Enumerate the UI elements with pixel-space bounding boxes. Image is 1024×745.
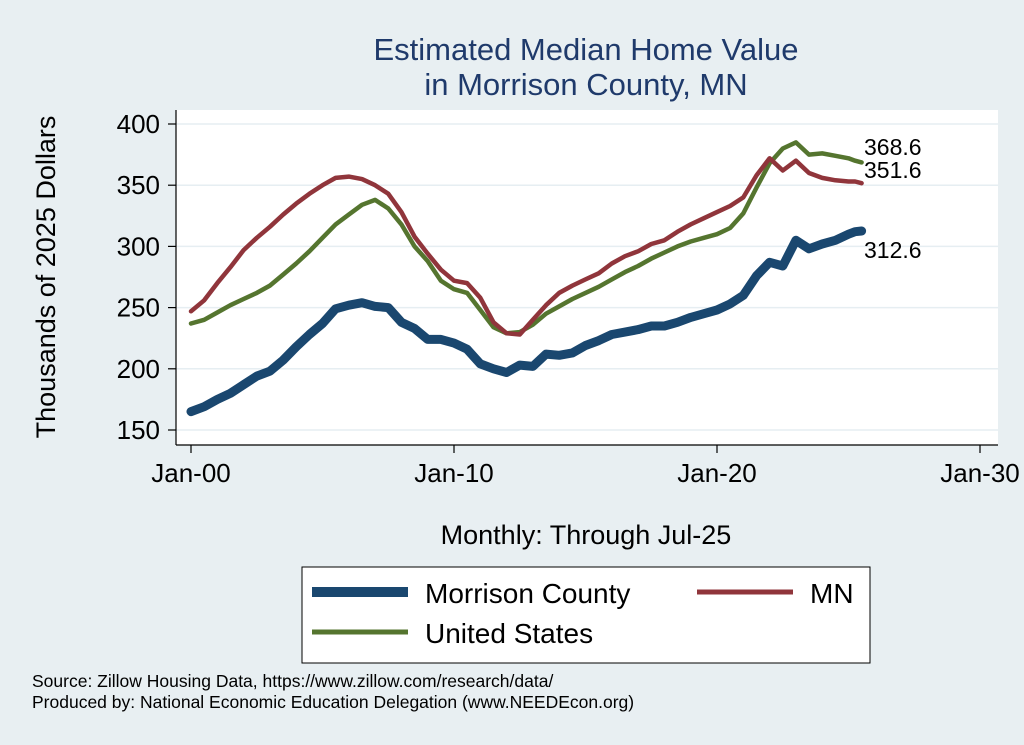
x-tick-label: Jan-30 (940, 458, 1020, 488)
x-axis-title: Monthly: Through Jul-25 (441, 520, 732, 550)
y-tick-label: 350 (117, 170, 160, 200)
series-line-morrison-county (186, 226, 867, 417)
y-axis-ticks: 150 200 250 300 350 400 (117, 109, 176, 445)
x-tick-label: Jan-10 (414, 458, 494, 488)
y-tick-label: 150 (117, 415, 160, 445)
axes (175, 110, 998, 446)
legend-label-mn: MN (810, 578, 854, 609)
x-tick-label: Jan-00 (151, 458, 231, 488)
chart-title-line-2: in Morrison County, MN (424, 67, 747, 102)
chart-title-line-1: Estimated Median Home Value (373, 32, 798, 67)
series-line-united-states (188, 140, 864, 336)
y-tick-label: 250 (117, 293, 160, 323)
series-line-mn (188, 156, 864, 337)
source-note: Source: Zillow Housing Data, https://www… (32, 671, 554, 691)
end-label-morrison-county: 312.6 (864, 237, 922, 263)
produced-by-note: Produced by: National Economic Education… (32, 692, 635, 712)
y-tick-label: 300 (117, 231, 160, 261)
end-label-united-states: 368.6 (864, 134, 922, 160)
x-tick-label: Jan-20 (677, 458, 757, 488)
legend-label-united-states: United States (425, 618, 593, 649)
data-series (186, 140, 867, 417)
legend-box (301, 566, 871, 664)
y-axis-title: Thousands of 2025 Dollars (31, 116, 61, 439)
x-axis-ticks: Jan-00 Jan-10 Jan-20 Jan-30 (151, 445, 1020, 488)
legend: Morrison County MN United States (301, 566, 871, 664)
y-tick-label: 200 (117, 354, 160, 384)
y-tick-label: 400 (117, 109, 160, 139)
legend-label-morrison-county: Morrison County (425, 578, 630, 609)
end-label-mn: 351.6 (864, 157, 922, 183)
